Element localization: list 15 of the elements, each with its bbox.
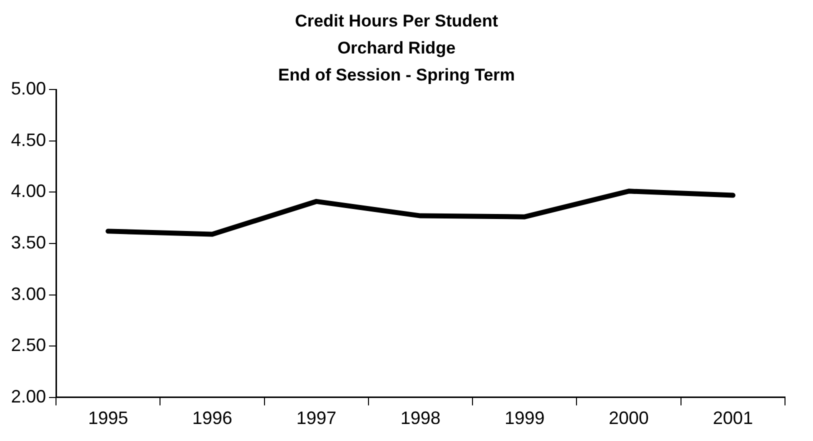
x-tick-label: 1998 [400,408,441,428]
y-tick-label: 3.50 [10,232,46,252]
y-tick-label: 3.00 [10,284,46,304]
y-tick-label: 5.00 [10,78,46,99]
x-tick-label: 2001 [712,408,753,428]
y-tick-label: 4.00 [10,181,46,202]
x-tick-label: 1995 [88,408,128,428]
x-tick-label: 1997 [296,408,336,428]
y-tick-label: 2.00 [10,386,46,406]
x-tick-label: 1996 [192,408,232,428]
x-tick-label: 2000 [608,408,649,428]
chart-title: Credit Hours Per Student Orchard Ridge End of Session - Spring Term [278,11,515,85]
x-tick-label: 1999 [504,408,545,428]
y-tick-label: 2.50 [10,335,46,356]
y-tick-label: 4.50 [10,130,46,150]
